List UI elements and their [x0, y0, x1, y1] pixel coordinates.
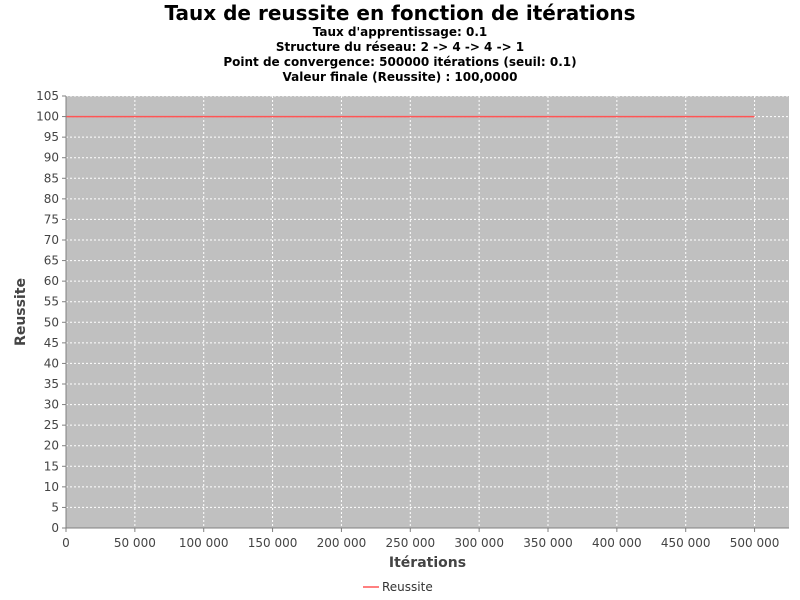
- y-tick-label: 50: [44, 315, 59, 329]
- x-tick-label: 350 000: [523, 536, 573, 550]
- y-axis-label: Reussite: [13, 278, 29, 346]
- y-tick-label: 35: [44, 377, 59, 391]
- y-tick-label: 90: [44, 151, 59, 165]
- legend-label-reussite: Reussite: [382, 580, 433, 594]
- x-tick-label: 0: [62, 536, 70, 550]
- x-tick-label: 200 000: [317, 536, 367, 550]
- y-tick-label: 100: [36, 110, 59, 124]
- y-tick-label: 5: [51, 500, 59, 514]
- chart-subtitle-final-value: Valeur finale (Reussite) : 100,0000: [282, 70, 518, 84]
- x-tick-label: 450 000: [661, 536, 711, 550]
- chart-titles: Taux de reussite en fonction de itératio…: [0, 0, 800, 85]
- y-tick-label: 85: [44, 171, 59, 185]
- y-tick-label: 75: [44, 212, 59, 226]
- y-tick-label: 30: [44, 398, 59, 412]
- x-axis-ticks: 0 50 000 100 000 150 000 200 000 250 000 300 0…: [62, 528, 779, 550]
- x-tick-label: 100 000: [179, 536, 229, 550]
- y-tick-label: 45: [44, 336, 59, 350]
- y-tick-label: 15: [44, 459, 59, 473]
- y-tick-label: 25: [44, 418, 59, 432]
- y-tick-label: 65: [44, 254, 59, 268]
- y-tick-label: 80: [44, 192, 59, 206]
- y-axis-ticks: 0 5 10 15 20 25 30 35 40 45 50 55 60 65 70 75 80 85 90 95 10…: [36, 89, 66, 535]
- legend: Reussite: [363, 580, 433, 594]
- chart-subtitle-learning-rate: Taux d'apprentissage: 0.1: [312, 25, 488, 39]
- chart-subtitle-convergence-point: Point de convergence: 500000 itérations …: [223, 55, 577, 69]
- y-tick-label: 0: [51, 521, 59, 535]
- chart-subtitle-network-structure: Structure du réseau: 2 -> 4 -> 4 -> 1: [275, 40, 525, 54]
- y-tick-label: 20: [44, 439, 59, 453]
- plot-area: [66, 96, 789, 528]
- y-tick-label: 55: [44, 295, 59, 309]
- x-tick-label: 150 000: [248, 536, 298, 550]
- y-tick-label: 10: [44, 480, 59, 494]
- y-tick-label: 70: [44, 233, 59, 247]
- x-tick-label: 400 000: [592, 536, 642, 550]
- y-tick-label: 40: [44, 356, 59, 370]
- y-tick-label: 60: [44, 274, 59, 288]
- x-axis-label: Itérations: [389, 555, 466, 571]
- y-tick-label: 105: [36, 89, 59, 103]
- chart-title: Taux de reussite en fonction de itératio…: [164, 1, 636, 25]
- x-tick-label: 250 000: [385, 536, 435, 550]
- x-tick-label: 300 000: [454, 536, 504, 550]
- x-tick-label: 50 000: [114, 536, 156, 550]
- x-tick-label: 500 000: [730, 536, 780, 550]
- y-tick-label: 95: [44, 130, 59, 144]
- axes: [65, 96, 789, 529]
